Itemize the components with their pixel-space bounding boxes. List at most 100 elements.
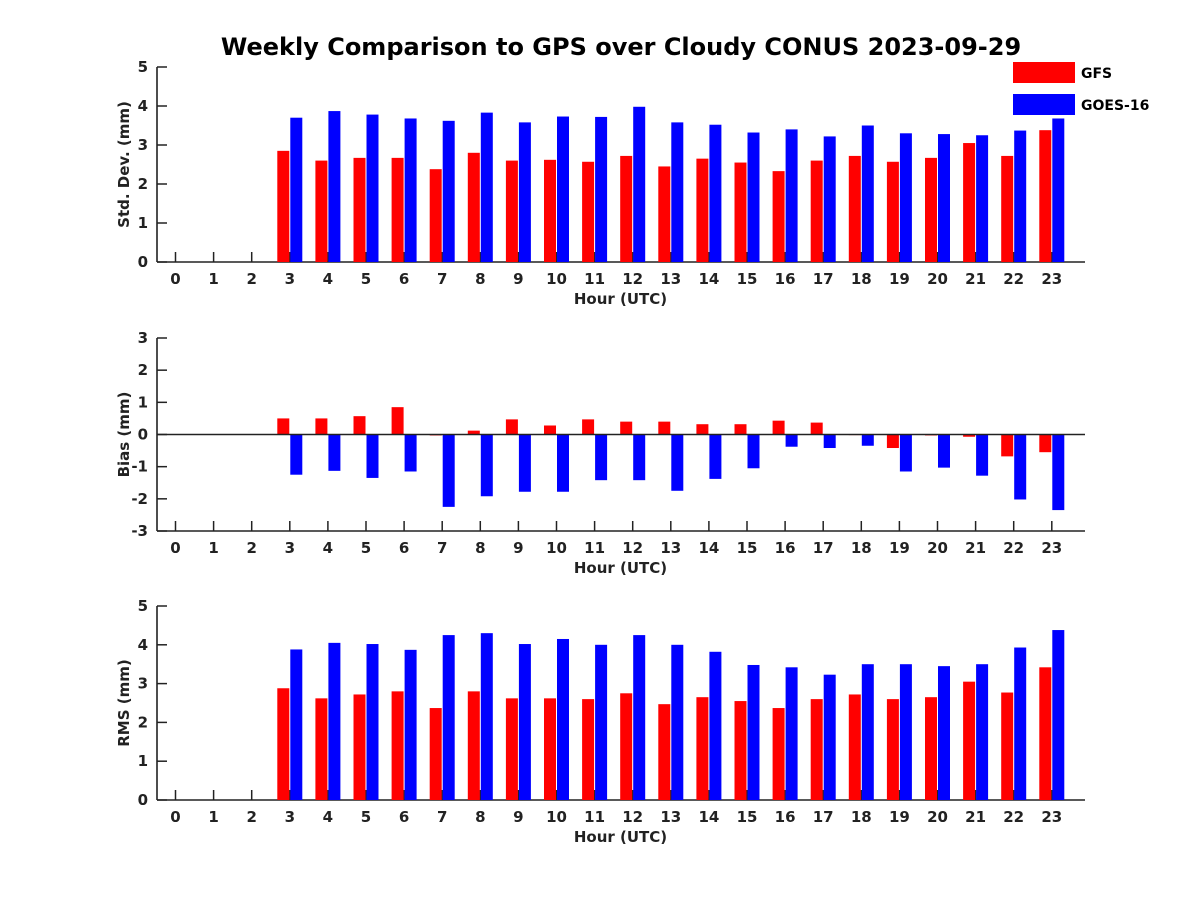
bar-gfs-hour-14 bbox=[696, 158, 709, 262]
bar-gfs-hour-15 bbox=[734, 701, 747, 800]
x-axis-label: Hour (UTC) bbox=[574, 290, 667, 308]
x-tick-label: 20 bbox=[927, 270, 948, 288]
x-tick-label: 17 bbox=[813, 808, 834, 826]
bar-goes-16-hour-15 bbox=[747, 132, 760, 262]
y-tick-label: 4 bbox=[138, 97, 148, 115]
bar-goes-16-hour-11 bbox=[595, 434, 608, 481]
x-tick-label: 12 bbox=[622, 539, 643, 557]
bar-goes-16-hour-23 bbox=[1052, 630, 1065, 800]
bar-goes-16-hour-10 bbox=[557, 434, 569, 492]
y-tick-label: 2 bbox=[138, 713, 148, 731]
bar-gfs-hour-8 bbox=[467, 152, 480, 262]
bar-goes-16-hour-18 bbox=[861, 434, 874, 446]
x-axis-label: Hour (UTC) bbox=[574, 559, 667, 577]
bar-goes-16-hour-22 bbox=[1014, 647, 1027, 800]
x-tick-label: 17 bbox=[813, 539, 834, 557]
x-tick-label: 14 bbox=[698, 808, 719, 826]
bar-gfs-hour-7 bbox=[429, 708, 442, 800]
x-tick-label: 13 bbox=[660, 539, 681, 557]
y-tick-label: 1 bbox=[138, 752, 148, 770]
x-tick-label: 22 bbox=[1003, 808, 1024, 826]
bar-gfs-hour-21 bbox=[963, 681, 976, 800]
y-tick-label: 0 bbox=[138, 791, 148, 809]
legend-swatch-goes-16 bbox=[1013, 94, 1075, 115]
x-tick-label: 16 bbox=[775, 808, 796, 826]
bar-goes-16-hour-13 bbox=[671, 434, 684, 491]
y-tick-label: 3 bbox=[138, 329, 148, 347]
bar-gfs-hour-20 bbox=[925, 157, 937, 262]
bar-goes-16-hour-12 bbox=[633, 106, 646, 262]
bar-gfs-hour-16 bbox=[772, 708, 785, 800]
bar-gfs-hour-13 bbox=[658, 166, 671, 262]
bar-goes-16-hour-4 bbox=[328, 642, 341, 800]
x-tick-label: 13 bbox=[660, 270, 681, 288]
bar-goes-16-hour-18 bbox=[861, 125, 874, 262]
bar-goes-16-hour-3 bbox=[290, 434, 303, 475]
x-tick-label: 3 bbox=[285, 808, 295, 826]
x-tick-label: 3 bbox=[285, 270, 295, 288]
bar-gfs-hour-14 bbox=[696, 424, 709, 435]
bar-goes-16-hour-7 bbox=[442, 434, 455, 507]
bar-goes-16-hour-21 bbox=[976, 664, 989, 800]
x-tick-label: 10 bbox=[546, 808, 567, 826]
x-tick-label: 6 bbox=[399, 539, 409, 557]
x-tick-label: 18 bbox=[851, 808, 872, 826]
y-tick-label: 2 bbox=[138, 175, 148, 193]
x-tick-label: 8 bbox=[475, 539, 485, 557]
bar-gfs-hour-16 bbox=[772, 171, 785, 262]
bar-gfs-hour-12 bbox=[620, 155, 633, 262]
bar-goes-16-hour-5 bbox=[366, 434, 379, 478]
x-tick-label: 19 bbox=[889, 270, 910, 288]
x-tick-label: 22 bbox=[1003, 539, 1024, 557]
bar-goes-16-hour-9 bbox=[518, 122, 531, 262]
y-tick-label: -1 bbox=[131, 458, 148, 476]
x-tick-label: 1 bbox=[208, 270, 218, 288]
bar-goes-16-hour-14 bbox=[709, 434, 722, 479]
bar-goes-16-hour-22 bbox=[1014, 130, 1027, 262]
bar-goes-16-hour-17 bbox=[823, 136, 836, 262]
bar-gfs-hour-12 bbox=[620, 693, 633, 800]
x-tick-label: 1 bbox=[208, 539, 218, 557]
bar-gfs-hour-21 bbox=[963, 434, 976, 437]
bar-gfs-hour-21 bbox=[963, 143, 976, 262]
bar-goes-16-hour-16 bbox=[785, 667, 798, 800]
bar-goes-16-hour-17 bbox=[823, 434, 836, 449]
x-tick-label: 3 bbox=[285, 539, 295, 557]
x-tick-label: 2 bbox=[246, 539, 256, 557]
x-tick-label: 11 bbox=[584, 539, 605, 557]
y-tick-label: 1 bbox=[138, 393, 148, 411]
bar-gfs-hour-4 bbox=[315, 698, 328, 800]
x-tick-label: 9 bbox=[513, 270, 523, 288]
x-tick-label: 1 bbox=[208, 808, 218, 826]
y-axis-label: RMS (mm) bbox=[115, 659, 133, 746]
bar-goes-16-hour-13 bbox=[671, 122, 684, 262]
bar-goes-16-hour-20 bbox=[938, 134, 950, 262]
bar-goes-16-hour-3 bbox=[290, 649, 303, 800]
bar-gfs-hour-23 bbox=[1039, 434, 1052, 453]
bar-goes-16-hour-21 bbox=[976, 135, 989, 262]
x-tick-label: 5 bbox=[361, 539, 371, 557]
bar-gfs-hour-17 bbox=[810, 699, 823, 800]
bar-goes-16-hour-21 bbox=[976, 434, 989, 476]
bar-goes-16-hour-15 bbox=[747, 434, 760, 469]
y-tick-label: 1 bbox=[138, 214, 148, 232]
legend-label-gfs: GFS bbox=[1081, 66, 1112, 82]
bar-gfs-hour-5 bbox=[353, 416, 366, 435]
bar-gfs-hour-9 bbox=[505, 160, 518, 262]
x-tick-label: 15 bbox=[737, 808, 758, 826]
bar-goes-16-hour-3 bbox=[290, 117, 303, 262]
x-tick-label: 12 bbox=[622, 808, 643, 826]
x-tick-label: 16 bbox=[775, 270, 796, 288]
x-tick-label: 8 bbox=[475, 270, 485, 288]
x-tick-label: 14 bbox=[698, 539, 719, 557]
x-tick-label: 8 bbox=[475, 808, 485, 826]
y-axis-label: Std. Dev. (mm) bbox=[115, 101, 133, 228]
x-tick-label: 13 bbox=[660, 808, 681, 826]
bar-gfs-hour-20 bbox=[925, 697, 937, 800]
bar-gfs-hour-4 bbox=[315, 160, 328, 262]
legend: GFS GOES-16 bbox=[1013, 62, 1149, 115]
bar-goes-16-hour-11 bbox=[595, 644, 608, 800]
x-tick-label: 20 bbox=[927, 808, 948, 826]
